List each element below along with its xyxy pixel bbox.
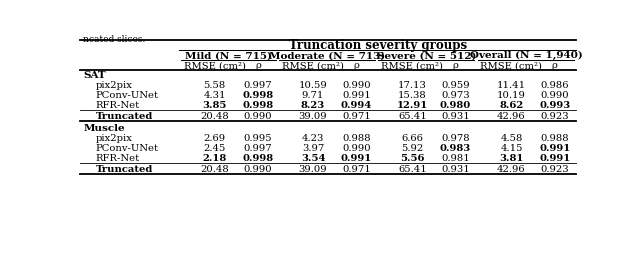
Text: 10.19: 10.19: [497, 91, 526, 100]
Text: 4.31: 4.31: [204, 91, 226, 100]
Text: PConv-UNet: PConv-UNet: [95, 91, 159, 100]
Text: 11.41: 11.41: [497, 81, 526, 90]
Text: 15.38: 15.38: [398, 91, 427, 100]
Text: ρ: ρ: [452, 61, 458, 70]
Text: 0.991: 0.991: [342, 91, 371, 100]
Text: 0.971: 0.971: [342, 165, 371, 173]
Text: 0.981: 0.981: [441, 154, 470, 163]
Text: 3.81: 3.81: [499, 154, 524, 163]
Text: 0.998: 0.998: [243, 91, 273, 100]
Text: 2.45: 2.45: [204, 144, 226, 153]
Text: RMSE (cm²): RMSE (cm²): [282, 61, 344, 70]
Text: 0.991: 0.991: [340, 154, 372, 163]
Text: 39.09: 39.09: [299, 165, 328, 173]
Text: 65.41: 65.41: [398, 112, 427, 121]
Text: Truncated: Truncated: [95, 165, 153, 173]
Text: 0.990: 0.990: [244, 112, 272, 121]
Text: 4.58: 4.58: [500, 134, 523, 143]
Text: Overall (N = 1,940): Overall (N = 1,940): [470, 51, 582, 60]
Text: 4.15: 4.15: [500, 144, 523, 153]
Text: 17.13: 17.13: [398, 81, 427, 90]
Text: 0.983: 0.983: [440, 144, 471, 153]
Text: 20.48: 20.48: [200, 165, 229, 173]
Text: 0.991: 0.991: [539, 144, 570, 153]
Text: SAT: SAT: [84, 71, 106, 80]
Text: pix2pix: pix2pix: [95, 81, 132, 90]
Text: 0.997: 0.997: [244, 81, 272, 90]
Text: 0.923: 0.923: [540, 112, 569, 121]
Text: 0.995: 0.995: [244, 134, 272, 143]
Text: PConv-UNet: PConv-UNet: [95, 144, 159, 153]
Text: 8.62: 8.62: [499, 101, 524, 110]
Text: 0.931: 0.931: [441, 165, 470, 173]
Text: Moderate (N = 713): Moderate (N = 713): [269, 51, 385, 60]
Text: 0.973: 0.973: [441, 91, 470, 100]
Text: 2.69: 2.69: [204, 134, 226, 143]
Text: ρ: ρ: [255, 61, 261, 70]
Text: 0.959: 0.959: [441, 81, 470, 90]
Text: 0.991: 0.991: [539, 154, 570, 163]
Text: 0.988: 0.988: [342, 134, 371, 143]
Text: 42.96: 42.96: [497, 165, 526, 173]
Text: 0.990: 0.990: [540, 91, 569, 100]
Text: 0.998: 0.998: [243, 101, 273, 110]
Text: ρ: ρ: [353, 61, 359, 70]
Text: 39.09: 39.09: [299, 112, 328, 121]
Text: 5.92: 5.92: [401, 144, 424, 153]
Text: 0.990: 0.990: [244, 165, 272, 173]
Text: 4.23: 4.23: [302, 134, 324, 143]
Text: RMSE (cm²): RMSE (cm²): [481, 61, 543, 70]
Text: 0.994: 0.994: [340, 101, 372, 110]
Text: 0.988: 0.988: [540, 134, 569, 143]
Text: 5.56: 5.56: [400, 154, 424, 163]
Text: 8.23: 8.23: [301, 101, 325, 110]
Text: 0.990: 0.990: [342, 81, 371, 90]
Text: pix2pix: pix2pix: [95, 134, 132, 143]
Text: 12.91: 12.91: [397, 101, 428, 110]
Text: 0.978: 0.978: [441, 134, 470, 143]
Text: RMSE (cm²): RMSE (cm²): [381, 61, 444, 70]
Text: RMSE (cm²): RMSE (cm²): [184, 61, 246, 70]
Text: 3.85: 3.85: [202, 101, 227, 110]
Text: 6.66: 6.66: [401, 134, 423, 143]
Text: 0.923: 0.923: [540, 165, 569, 173]
Text: 3.54: 3.54: [301, 154, 325, 163]
Text: 0.990: 0.990: [342, 144, 371, 153]
Text: 0.997: 0.997: [244, 144, 272, 153]
Text: Truncated: Truncated: [95, 112, 153, 121]
Text: RFR-Net: RFR-Net: [95, 154, 140, 163]
Text: 0.971: 0.971: [342, 112, 371, 121]
Text: 2.18: 2.18: [202, 154, 227, 163]
Text: RFR-Net: RFR-Net: [95, 101, 140, 110]
Text: 20.48: 20.48: [200, 112, 229, 121]
Text: 0.986: 0.986: [541, 81, 569, 90]
Text: Truncation severity groups: Truncation severity groups: [289, 39, 467, 52]
Text: 0.931: 0.931: [441, 112, 470, 121]
Text: 3.97: 3.97: [302, 144, 324, 153]
Text: Muscle: Muscle: [84, 124, 125, 133]
Text: ρ: ρ: [552, 61, 557, 70]
Text: 0.998: 0.998: [243, 154, 273, 163]
Text: 0.993: 0.993: [539, 101, 570, 110]
Text: 42.96: 42.96: [497, 112, 526, 121]
Text: 0.980: 0.980: [440, 101, 471, 110]
Text: 10.59: 10.59: [299, 81, 328, 90]
Text: 9.71: 9.71: [302, 91, 324, 100]
Text: Mild (N = 715): Mild (N = 715): [185, 51, 272, 60]
Text: Severe (N = 512): Severe (N = 512): [377, 51, 476, 60]
Text: 5.58: 5.58: [204, 81, 226, 90]
Text: 65.41: 65.41: [398, 165, 427, 173]
Text: ncated slices.: ncated slices.: [83, 35, 145, 44]
